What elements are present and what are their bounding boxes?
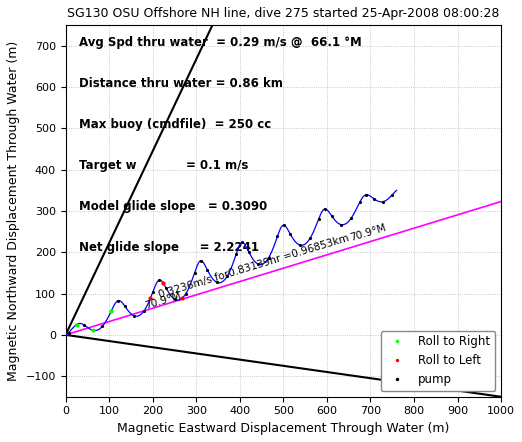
pump xyxy=(307,236,313,241)
pump xyxy=(357,200,363,205)
pump xyxy=(197,258,204,263)
pump xyxy=(287,231,293,236)
pump xyxy=(81,322,87,328)
Legend: Roll to Right, Roll to Left, pump: Roll to Right, Roll to Left, pump xyxy=(381,331,495,391)
pump xyxy=(266,255,272,260)
pump xyxy=(89,328,96,333)
pump xyxy=(380,199,386,204)
Roll to Left xyxy=(179,295,185,301)
Roll to Left xyxy=(160,281,167,286)
pump xyxy=(239,240,245,245)
pump xyxy=(150,289,156,294)
Text: Avg Spd thru water  = 0.29 m/s @  66.1 °M: Avg Spd thru water = 0.29 m/s @ 66.1 °M xyxy=(79,36,361,50)
pump xyxy=(315,216,322,221)
Roll to Right xyxy=(89,328,96,333)
pump xyxy=(322,206,328,212)
Text: Max buoy (cmdfile)  = 250 cc: Max buoy (cmdfile) = 250 cc xyxy=(79,118,271,131)
Line: Roll to Left: Roll to Left xyxy=(148,281,185,301)
pump xyxy=(204,267,210,272)
pump xyxy=(213,279,220,285)
Text: 0.3236m/s for0.83139hr =0.96853km: 0.3236m/s for0.83139hr =0.96853km xyxy=(157,233,350,301)
pump xyxy=(122,303,128,309)
pump xyxy=(233,252,239,257)
pump xyxy=(115,298,121,303)
X-axis label: Magnetic Eastward Displacement Through Water (m): Magnetic Eastward Displacement Through W… xyxy=(117,422,449,435)
pump xyxy=(99,324,105,329)
Roll to Left xyxy=(147,296,153,301)
Text: Target w            = 0.1 m/s: Target w = 0.1 m/s xyxy=(79,159,248,172)
Line: pump: pump xyxy=(67,193,394,334)
pump xyxy=(130,313,137,318)
Title: SG130 OSU Offshore NH line, dive 275 started 25-Apr-2008 08:00:28: SG130 OSU Offshore NH line, dive 275 sta… xyxy=(67,7,500,20)
Text: Distance thru water = 0.86 km: Distance thru water = 0.86 km xyxy=(79,77,282,90)
Line: Roll to Right: Roll to Right xyxy=(74,309,114,333)
pump xyxy=(192,270,198,275)
pump xyxy=(296,242,303,248)
pump xyxy=(163,285,169,290)
Roll to Right xyxy=(108,309,114,314)
pump xyxy=(338,222,345,227)
Text: 70.9°M: 70.9°M xyxy=(144,291,182,311)
pump xyxy=(141,308,147,313)
pump xyxy=(74,322,80,327)
pump xyxy=(108,309,114,314)
pump xyxy=(363,192,370,197)
pump xyxy=(156,278,162,283)
pump xyxy=(371,196,377,202)
pump xyxy=(183,291,189,297)
pump xyxy=(274,234,280,239)
pump xyxy=(255,261,261,267)
pump xyxy=(224,273,231,278)
Text: Net glide slope     = 2.2241: Net glide slope = 2.2241 xyxy=(79,241,259,254)
pump xyxy=(245,249,252,254)
pump xyxy=(172,297,178,302)
pump xyxy=(389,192,395,198)
pump xyxy=(280,222,287,228)
Y-axis label: Magnetic Northward Displacement Through Water (m): Magnetic Northward Displacement Through … xyxy=(7,41,20,381)
pump xyxy=(66,330,72,335)
Roll to Right xyxy=(74,322,80,327)
pump xyxy=(329,213,335,219)
Text: 70.9°M: 70.9°M xyxy=(349,222,387,243)
Text: Model glide slope   = 0.3090: Model glide slope = 0.3090 xyxy=(79,200,267,213)
pump xyxy=(348,215,354,221)
